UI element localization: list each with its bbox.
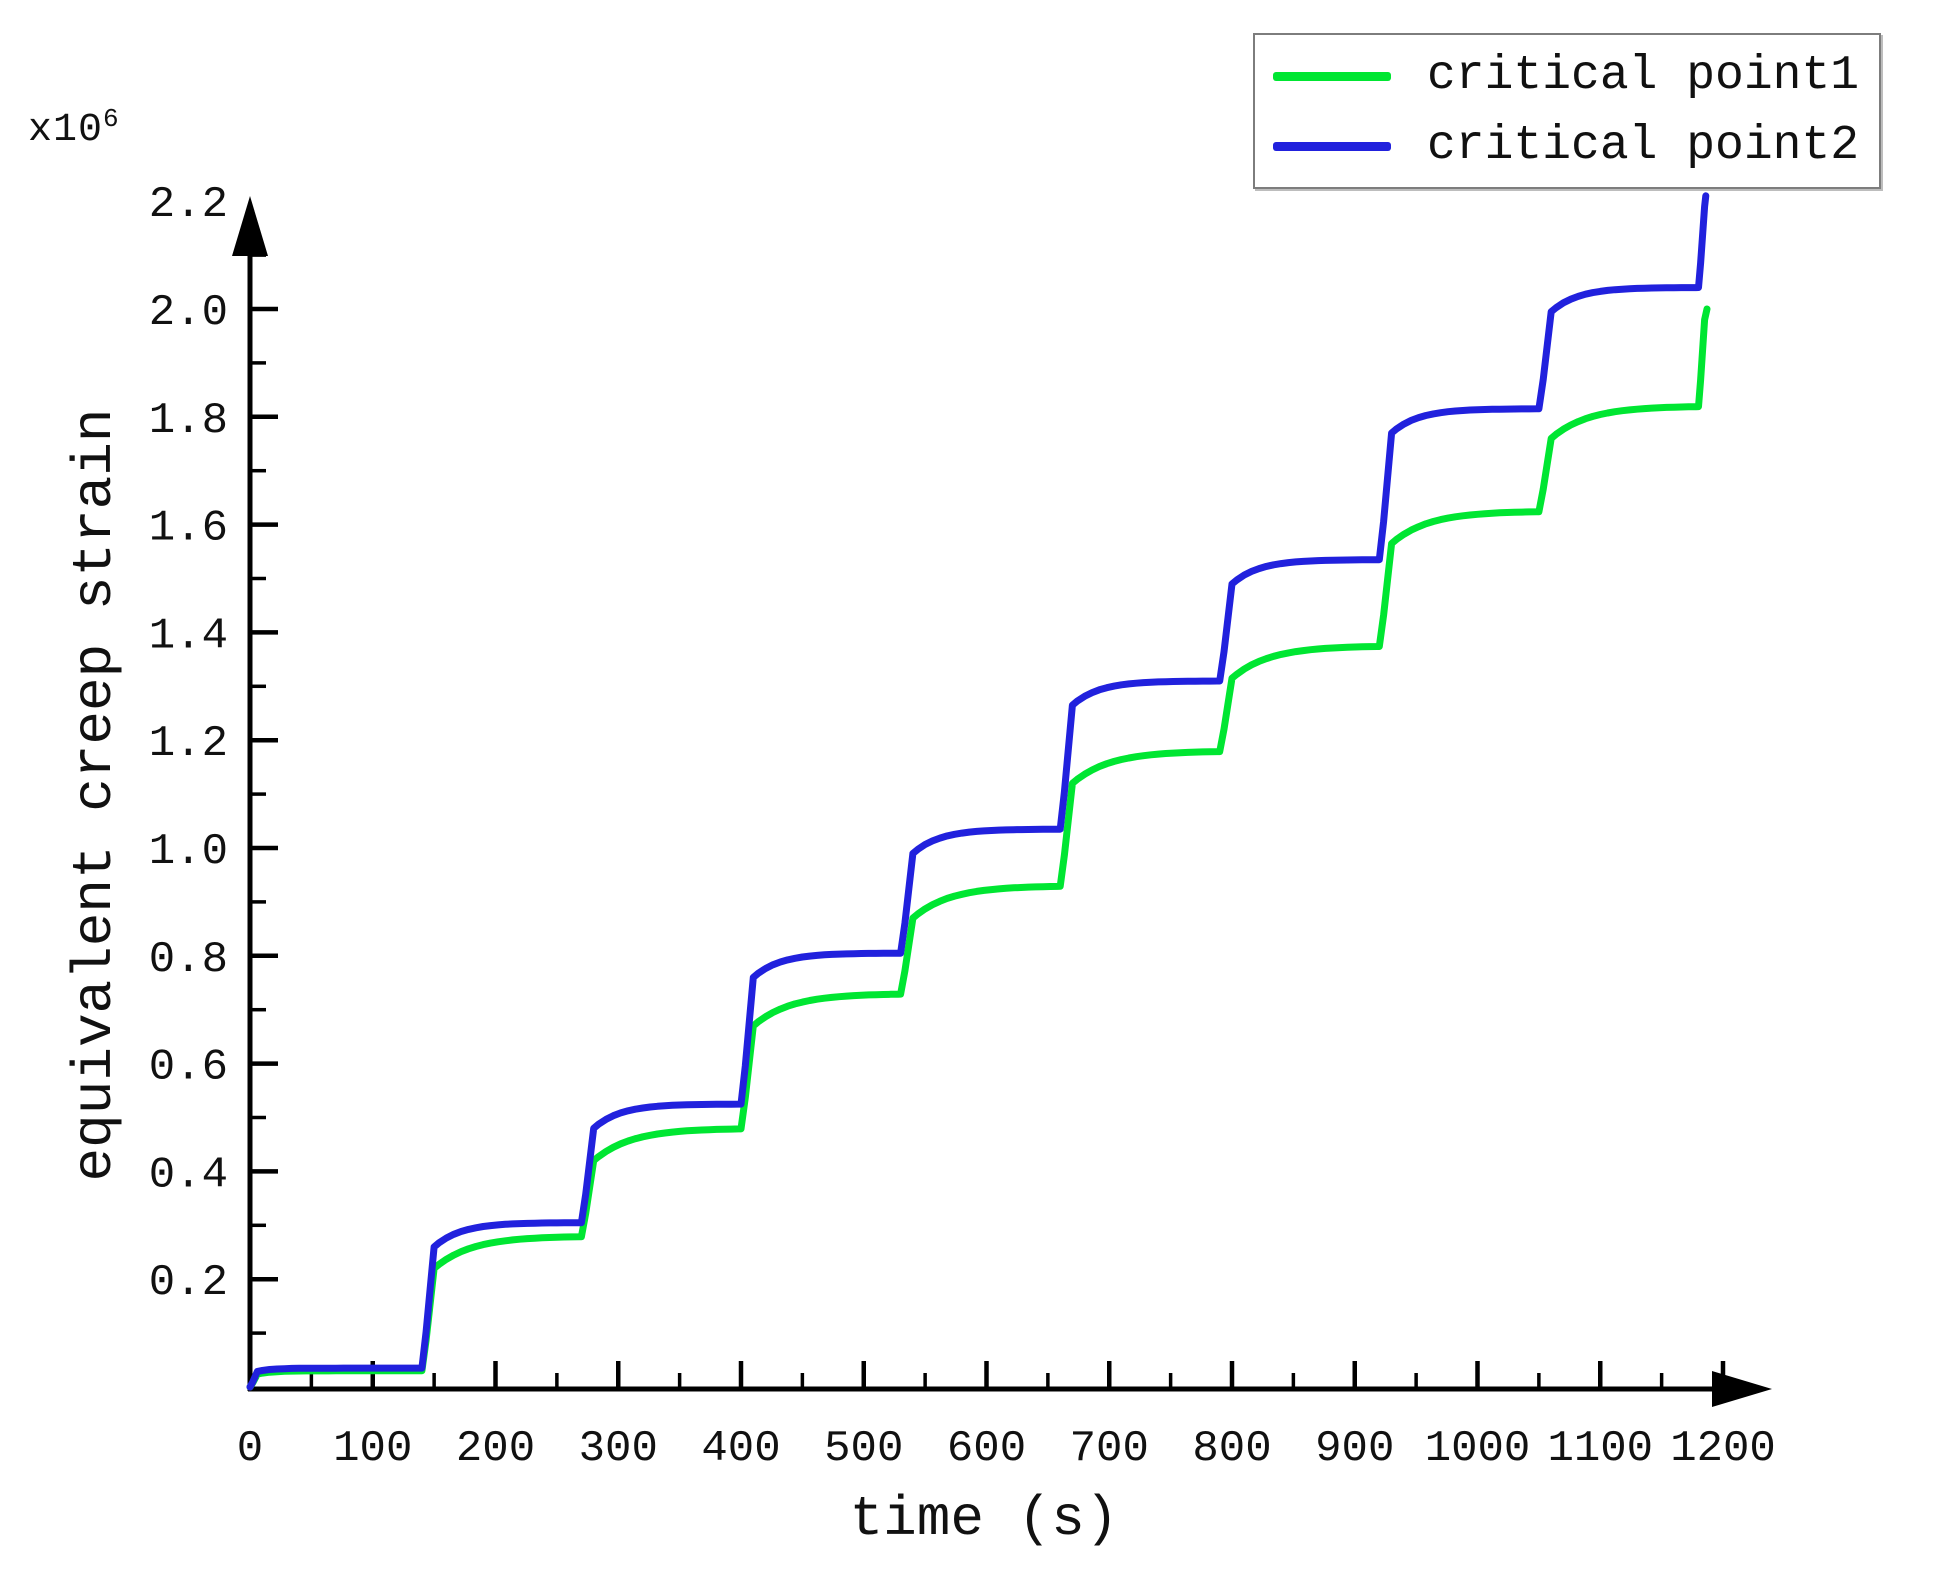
y-tick-label: 0.4 (149, 1150, 228, 1200)
y-tick-label: 2.2 (149, 180, 228, 230)
x-tick-label: 1000 (1425, 1424, 1531, 1474)
x-tick-label: 500 (824, 1424, 903, 1474)
x-tick-label: 1200 (1670, 1424, 1776, 1474)
legend: critical point1 critical point2 (1253, 33, 1881, 189)
x-tick-label: 200 (456, 1424, 535, 1474)
series-line-critical-point1 (246, 305, 1711, 1391)
series-curves (246, 192, 1711, 1391)
legend-label: critical point1 (1427, 49, 1860, 103)
legend-line-swatch-blue (1273, 141, 1391, 151)
y-tick-label: 1.8 (149, 396, 228, 446)
y-tick-label: 1.4 (149, 611, 228, 661)
x-tick-label: 400 (701, 1424, 780, 1474)
legend-line-swatch-green (1273, 71, 1391, 81)
axis-tick-labels: 0 100 200 300 400 500 600 700 800 900 1000 1100 1200… (149, 180, 1776, 1474)
legend-item-critical-point1: critical point1 (1273, 49, 1879, 103)
y-tick-label: 0.2 (149, 1258, 228, 1308)
y-axis-title: equivalent creep strain (63, 409, 127, 1182)
y-axis-arrow-icon (232, 196, 268, 256)
x-tick-label: 700 (1070, 1424, 1149, 1474)
scale-base: x10 (28, 108, 104, 153)
y-tick-label: 2.0 (149, 288, 228, 338)
x-tick-label: 800 (1192, 1424, 1271, 1474)
y-tick-label: 1.0 (149, 827, 228, 877)
scale-exponent: 6 (103, 104, 120, 134)
x-tick-label: 900 (1315, 1424, 1394, 1474)
x-tick-label: 0 (237, 1424, 263, 1474)
x-axis-title: time (s) (850, 1487, 1119, 1551)
y-tick-label: 0.6 (149, 1043, 228, 1093)
x-tick-label: 100 (333, 1424, 412, 1474)
y-axis-scale-label: x106 (28, 104, 120, 153)
y-tick-label: 1.2 (149, 719, 228, 769)
x-axis-arrow-icon (1712, 1371, 1772, 1407)
y-tick-label: 1.6 (149, 504, 228, 554)
legend-label: critical point2 (1427, 119, 1860, 173)
y-tick-label: 0.8 (149, 935, 228, 985)
series-line-critical-point2 (246, 192, 1710, 1391)
x-tick-label: 300 (579, 1424, 658, 1474)
axis-ticks (247, 253, 1726, 1387)
legend-item-critical-point2: critical point2 (1273, 119, 1879, 173)
x-tick-label: 600 (947, 1424, 1026, 1474)
x-tick-label: 1100 (1547, 1424, 1653, 1474)
